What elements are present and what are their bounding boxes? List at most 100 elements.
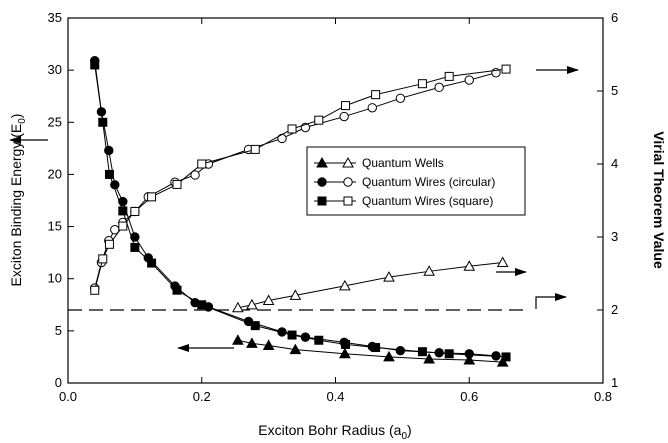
data-point — [104, 169, 114, 179]
data-point — [501, 352, 511, 362]
series-line — [94, 68, 507, 291]
data-point — [172, 179, 182, 189]
data-point — [463, 354, 476, 365]
x-tick-label: 0.0 — [59, 389, 77, 404]
series-triangle-open — [232, 256, 509, 313]
y2-tick-label: 2 — [611, 302, 618, 317]
legend-marker-open — [342, 156, 354, 168]
data-point — [277, 133, 287, 144]
data-point — [118, 206, 128, 216]
y-tick-label: 35 — [48, 10, 62, 25]
data-point — [339, 279, 351, 291]
data-point — [130, 232, 140, 242]
x-axis-title: Exciton Bohr Radius (a0) — [258, 422, 411, 442]
series-square-open — [90, 64, 511, 295]
data-point — [289, 289, 302, 300]
data-point — [246, 298, 258, 310]
data-point — [496, 356, 509, 367]
legend-marker-filled — [316, 156, 328, 168]
data-point — [262, 339, 275, 350]
data-point — [383, 271, 395, 282]
legend-item: Quantum Wires (square) — [314, 194, 493, 208]
data-point — [118, 196, 128, 207]
data-point — [262, 294, 275, 306]
y2-tick-label: 3 — [611, 229, 618, 244]
data-point — [287, 124, 297, 134]
data-point — [434, 82, 444, 93]
data-point — [423, 352, 435, 364]
y2-tick-label: 4 — [611, 156, 618, 171]
data-point — [339, 347, 351, 359]
data-point — [367, 103, 377, 113]
data-point — [417, 79, 427, 89]
x-tick-label: 0.4 — [326, 389, 344, 404]
legend-label: Quantum Wires (circular) — [362, 175, 495, 189]
data-point — [371, 343, 381, 353]
y2-axis-title: Virial Theorem Value — [651, 131, 667, 269]
y-tick-label: 10 — [48, 271, 62, 286]
data-point — [501, 64, 511, 74]
data-point — [395, 345, 406, 356]
x-tick-label: 0.6 — [460, 389, 478, 404]
legend-marker-open — [343, 196, 353, 206]
data-point — [423, 265, 435, 276]
legend-item: Quantum Wells — [314, 156, 444, 170]
arrow-to-right-axis-bent — [535, 293, 567, 309]
series-square-filled — [90, 60, 511, 362]
series-line — [94, 64, 507, 358]
data-point — [339, 111, 349, 122]
data-point — [98, 117, 108, 127]
y-axis-title: Exciton Binding Energy (E0) — [8, 114, 28, 287]
data-point — [464, 75, 474, 85]
data-point — [147, 258, 157, 268]
data-point — [395, 93, 406, 104]
y2-tick-label: 1 — [611, 375, 618, 390]
legend-marker-filled — [317, 177, 327, 187]
data-point — [98, 254, 108, 264]
y-tick-label: 20 — [48, 166, 62, 181]
data-point — [314, 335, 324, 345]
data-point — [250, 321, 260, 331]
y-tick-label: 30 — [48, 62, 62, 77]
axis-ticks: 0.0 0.2 0.4 0.6 0.8 0 5 10 15 20 25 30 35 1 2 3 4 5 6 — [48, 10, 619, 404]
data-point — [197, 159, 207, 169]
data-point — [341, 339, 351, 349]
data-point — [314, 115, 324, 125]
data-point — [341, 101, 351, 111]
legend-marker-open — [343, 177, 353, 187]
legend-marker-filled — [317, 196, 327, 206]
x-tick-label: 0.8 — [594, 389, 612, 404]
data-point — [90, 285, 100, 295]
data-point — [246, 337, 258, 348]
data-point — [118, 221, 128, 231]
data-point — [190, 170, 200, 180]
legend-label: Quantum Wells — [362, 156, 444, 170]
data-point — [232, 334, 244, 345]
y2-tick-label: 5 — [611, 83, 618, 98]
data-point — [417, 347, 427, 357]
data-point — [250, 144, 260, 154]
series-triangle-filled — [232, 334, 509, 367]
x-tick-label: 0.2 — [193, 389, 211, 404]
legend-box — [306, 146, 526, 216]
legend-items: Quantum Wells Quantum Wires (circular) Qua… — [314, 156, 495, 208]
data-point — [444, 349, 454, 359]
y-tick-label: 25 — [48, 114, 62, 129]
y-tick-label: 15 — [48, 219, 62, 234]
legend: Quantum Wells Quantum Wires (circular) Qua… — [306, 146, 526, 216]
y2-tick-label: 6 — [611, 10, 618, 25]
data-point — [463, 260, 476, 271]
data-point — [371, 90, 381, 100]
legend-label: Quantum Wires (square) — [362, 194, 493, 208]
data-point — [104, 239, 114, 249]
series-line — [237, 262, 503, 309]
data-point — [130, 242, 140, 252]
data-point — [90, 60, 100, 70]
data-point — [147, 192, 157, 202]
data-point — [232, 301, 244, 313]
data-point — [172, 285, 182, 295]
annotation-arrows — [9, 66, 579, 352]
data-point — [496, 256, 509, 268]
legend-item: Quantum Wires (circular) — [314, 175, 495, 189]
